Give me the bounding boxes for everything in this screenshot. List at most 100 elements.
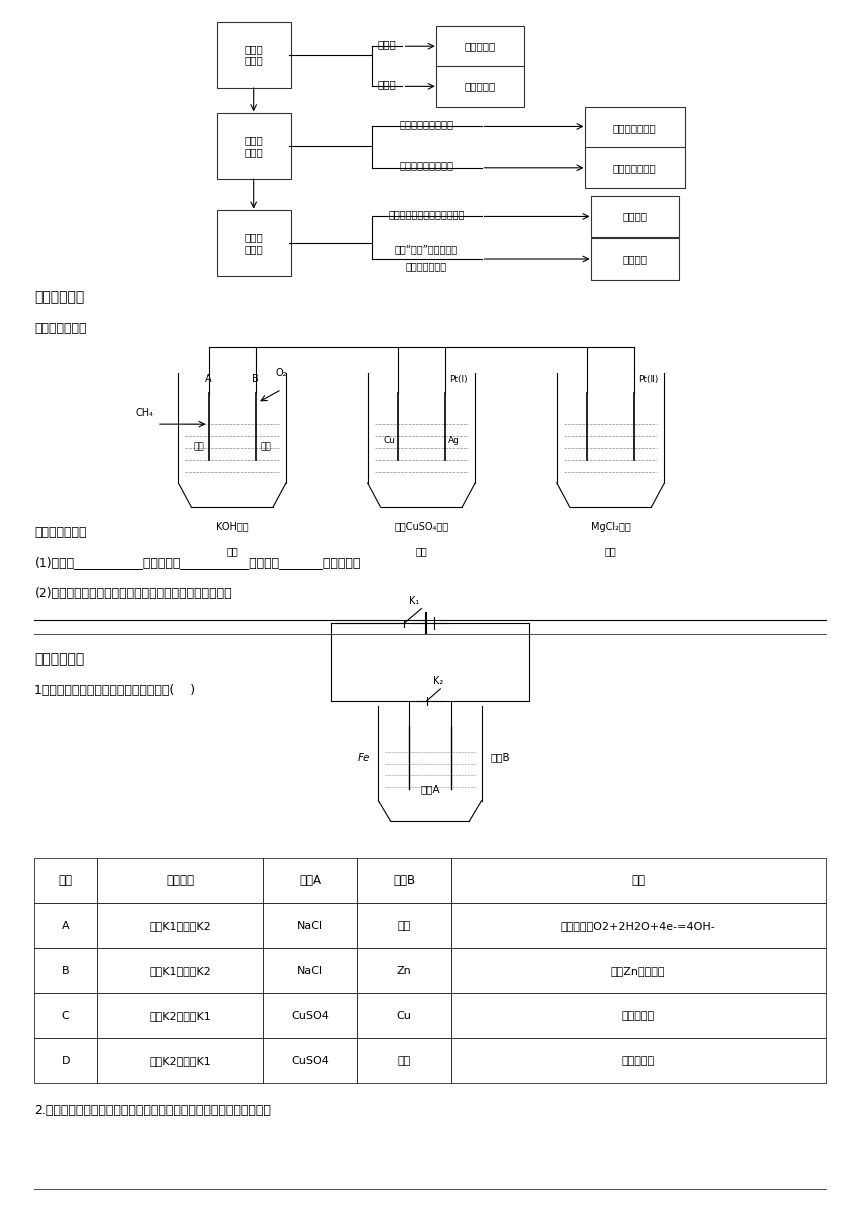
- FancyBboxPatch shape: [436, 26, 524, 67]
- Text: 打开K1，闭合K2: 打开K1，闭合K2: [150, 921, 211, 931]
- Text: 开关状态: 开关状态: [166, 874, 194, 888]
- Text: A: A: [62, 921, 70, 931]
- Text: CH₄: CH₄: [135, 409, 153, 418]
- Text: 依据电化学原理及电极反应式: 依据电化学原理及电极反应式: [389, 209, 464, 219]
- Text: 原电池: 原电池: [378, 39, 396, 49]
- Text: 粗铜: 粗铜: [397, 1055, 410, 1066]
- FancyBboxPatch shape: [217, 210, 291, 276]
- Text: 金属Zn逐渐溶解: 金属Zn逐渐溶解: [611, 966, 666, 976]
- Bar: [357, 858, 451, 903]
- FancyBboxPatch shape: [585, 107, 685, 148]
- Text: Fe: Fe: [358, 753, 370, 762]
- Text: Pt(Ⅱ): Pt(Ⅱ): [638, 375, 659, 384]
- Text: 「应用体验」: 「应用体验」: [34, 652, 84, 666]
- Text: CuSO4: CuSO4: [292, 1055, 329, 1066]
- Bar: [357, 948, 451, 993]
- Bar: [34, 993, 97, 1038]
- Text: 电极: 电极: [194, 443, 205, 451]
- Text: MgCl₂溶液: MgCl₂溶液: [591, 522, 630, 531]
- Text: 打开K2，闭合K1: 打开K2，闭合K1: [150, 1010, 211, 1021]
- Text: 打开K1，闭合K2: 打开K1，闭合K2: [150, 966, 211, 976]
- Text: Zn: Zn: [396, 966, 411, 976]
- Bar: [34, 858, 97, 903]
- Text: 说明: 说明: [631, 874, 645, 888]
- Text: 2.如图装置闭合电键时，电流表的指针将发生偏转。试回答下列问题：: 2.如图装置闭合电键时，电流表的指针将发生偏转。试回答下列问题：: [34, 1104, 271, 1116]
- Text: 选项: 选项: [58, 874, 72, 888]
- Bar: [451, 948, 826, 993]
- Bar: [97, 993, 263, 1038]
- Text: 溶液A: 溶液A: [299, 874, 322, 888]
- Bar: [451, 903, 826, 948]
- Text: 「深度思考」: 「深度思考」: [34, 289, 84, 304]
- Text: 电极B: 电极B: [490, 753, 510, 762]
- Text: KOH溶液: KOH溶液: [216, 522, 249, 531]
- Bar: [263, 993, 357, 1038]
- Bar: [263, 858, 357, 903]
- Text: 判断正误: 判断正误: [622, 212, 648, 221]
- Text: 阴、阳极反应式: 阴、阳极反应式: [613, 163, 656, 173]
- Text: Cu: Cu: [384, 435, 395, 445]
- Text: 根据原电池原理书写: 根据原电池原理书写: [400, 119, 453, 129]
- Text: D: D: [61, 1055, 70, 1066]
- Text: 根据电解池原理书写: 根据电解池原理书写: [400, 161, 453, 170]
- Text: 甲池: 甲池: [226, 546, 238, 556]
- Bar: [451, 858, 826, 903]
- Text: Ag: Ag: [447, 435, 459, 445]
- Text: B: B: [62, 966, 70, 976]
- FancyBboxPatch shape: [591, 238, 679, 280]
- Text: Pt(Ⅰ): Pt(Ⅰ): [449, 375, 468, 384]
- Bar: [97, 858, 263, 903]
- Text: (2)写出甲、乙、丙池中各电极的电极名称和电极反应式。: (2)写出甲、乙、丙池中各电极的电极名称和电极反应式。: [34, 587, 232, 599]
- Text: 书写电
极反应: 书写电 极反应: [244, 135, 263, 157]
- Text: 打开K2，闭合K1: 打开K2，闭合K1: [150, 1055, 211, 1066]
- Bar: [263, 948, 357, 993]
- Text: Cu: Cu: [396, 1010, 411, 1021]
- FancyBboxPatch shape: [217, 22, 291, 88]
- Text: 解答实
际问题: 解答实 际问题: [244, 232, 263, 254]
- Text: 回答下列问题：: 回答下列问题：: [34, 527, 87, 539]
- Text: 电解池: 电解池: [378, 79, 396, 89]
- Text: 电极: 电极: [261, 443, 271, 451]
- Bar: [451, 993, 826, 1038]
- Text: CuSO4: CuSO4: [292, 1010, 329, 1021]
- Bar: [451, 1038, 826, 1083]
- Text: 如图所示装置：: 如图所示装置：: [34, 322, 87, 334]
- FancyBboxPatch shape: [217, 113, 291, 179]
- Text: (1)甲池是___________，乙池是将___________能转化为_______能的装置。: (1)甲池是___________，乙池是将___________能转化为___…: [34, 557, 361, 569]
- Text: K₂: K₂: [433, 676, 443, 686]
- Bar: [34, 1038, 97, 1083]
- Text: O₂: O₂: [276, 368, 287, 378]
- Bar: [97, 1038, 263, 1083]
- Text: NaCl: NaCl: [298, 921, 323, 931]
- Text: K₁: K₁: [408, 596, 419, 607]
- Bar: [97, 903, 263, 948]
- Text: 正极反应：O2+2H2O+4e-=4OH-: 正极反应：O2+2H2O+4e-=4OH-: [561, 921, 716, 931]
- Bar: [357, 1038, 451, 1083]
- Text: 阳极、阴极: 阳极、阴极: [464, 81, 495, 91]
- Text: 溶液A: 溶液A: [421, 784, 439, 794]
- FancyBboxPatch shape: [585, 147, 685, 188]
- Text: 转移电子数相等: 转移电子数相等: [406, 261, 447, 271]
- Bar: [357, 903, 451, 948]
- Text: B: B: [253, 373, 259, 384]
- Text: 石墨: 石墨: [397, 921, 410, 931]
- Bar: [97, 948, 263, 993]
- FancyBboxPatch shape: [591, 196, 679, 237]
- Text: C: C: [62, 1010, 70, 1021]
- Text: 电极B: 电极B: [393, 874, 415, 888]
- Text: 进行计算: 进行计算: [622, 254, 648, 264]
- Text: NaCl: NaCl: [298, 966, 323, 976]
- Text: 正、负极反应式: 正、负极反应式: [613, 123, 656, 133]
- Text: 铁表面镀铜: 铁表面镀铜: [622, 1010, 654, 1021]
- Text: 确定电
极名称: 确定电 极名称: [244, 44, 263, 66]
- Bar: [263, 903, 357, 948]
- Text: 1．如图所示装置，下列说法不正确的是(    ): 1．如图所示装置，下列说法不正确的是( ): [34, 685, 195, 697]
- Text: 过量CuSO₄溶液: 过量CuSO₄溶液: [395, 522, 448, 531]
- Text: 电解精炼铜: 电解精炼铜: [622, 1055, 654, 1066]
- Bar: [357, 993, 451, 1038]
- Text: A: A: [206, 373, 212, 384]
- Bar: [263, 1038, 357, 1083]
- Bar: [34, 903, 97, 948]
- Bar: [34, 948, 97, 993]
- FancyBboxPatch shape: [436, 66, 524, 107]
